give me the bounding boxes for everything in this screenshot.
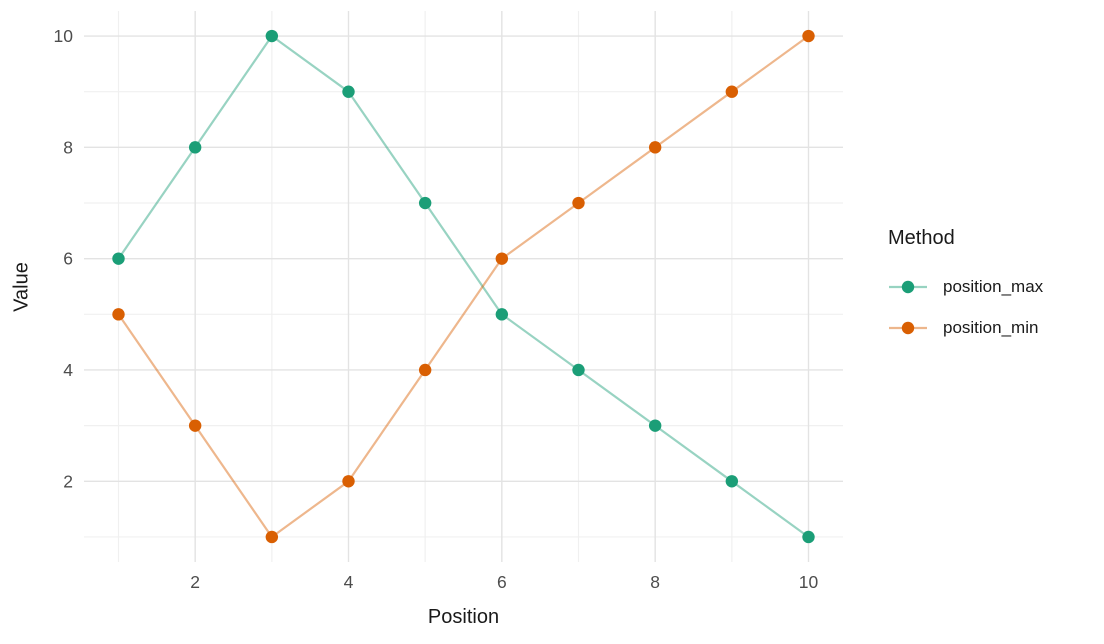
legend-item-label: position_max bbox=[943, 277, 1044, 296]
x-tick-label: 8 bbox=[650, 572, 660, 592]
x-tick-label: 6 bbox=[497, 572, 507, 592]
y-axis-title: Value bbox=[10, 262, 33, 312]
data-point-position_max bbox=[188, 141, 202, 154]
y-tick-label: 6 bbox=[63, 249, 73, 269]
legend-item: position_max bbox=[888, 274, 1043, 300]
legend-item-label: position_min bbox=[943, 318, 1039, 337]
data-point-position_min bbox=[188, 419, 202, 432]
x-axis-title: Position bbox=[427, 606, 500, 628]
x-tick-label: 4 bbox=[344, 572, 354, 592]
data-point-position_max bbox=[495, 308, 509, 321]
data-point-position_max bbox=[725, 475, 739, 488]
series-line-position_min bbox=[117, 35, 810, 539]
data-point-position_min bbox=[418, 363, 432, 377]
data-point-position_min bbox=[342, 475, 355, 488]
data-point-position_max bbox=[342, 85, 355, 98]
y-tick-label: 4 bbox=[63, 360, 73, 380]
data-point-position_max bbox=[418, 196, 432, 210]
x-tick-label: 10 bbox=[799, 572, 819, 592]
data-point-position_min bbox=[495, 252, 509, 265]
data-point-position_min bbox=[265, 530, 279, 544]
y-tick-label: 2 bbox=[63, 471, 73, 491]
series-line-position_max bbox=[117, 34, 810, 538]
data-point-position_min bbox=[648, 141, 662, 154]
legend: Method position_max position_min bbox=[876, 224, 1043, 356]
data-point-position_max bbox=[265, 29, 279, 43]
legend-title: Method bbox=[888, 227, 955, 249]
legend-key-icon bbox=[889, 321, 927, 335]
x-tick-label: 2 bbox=[190, 572, 200, 592]
data-point-position_max bbox=[802, 530, 815, 544]
data-point-position_min bbox=[802, 29, 815, 43]
legend-items: position_max position_min bbox=[876, 274, 1043, 341]
data-point-position_max bbox=[648, 419, 662, 432]
legend-item: position_min bbox=[888, 315, 1043, 341]
data-point-position_max bbox=[112, 252, 125, 265]
legend-key-icon bbox=[889, 280, 927, 294]
y-tick-label: 10 bbox=[54, 26, 74, 46]
data-point-position_min bbox=[572, 196, 585, 210]
y-tick-label: 8 bbox=[63, 137, 73, 157]
data-point-position_max bbox=[572, 363, 585, 377]
data-point-position_min bbox=[725, 85, 739, 98]
data-point-position_min bbox=[112, 308, 125, 321]
